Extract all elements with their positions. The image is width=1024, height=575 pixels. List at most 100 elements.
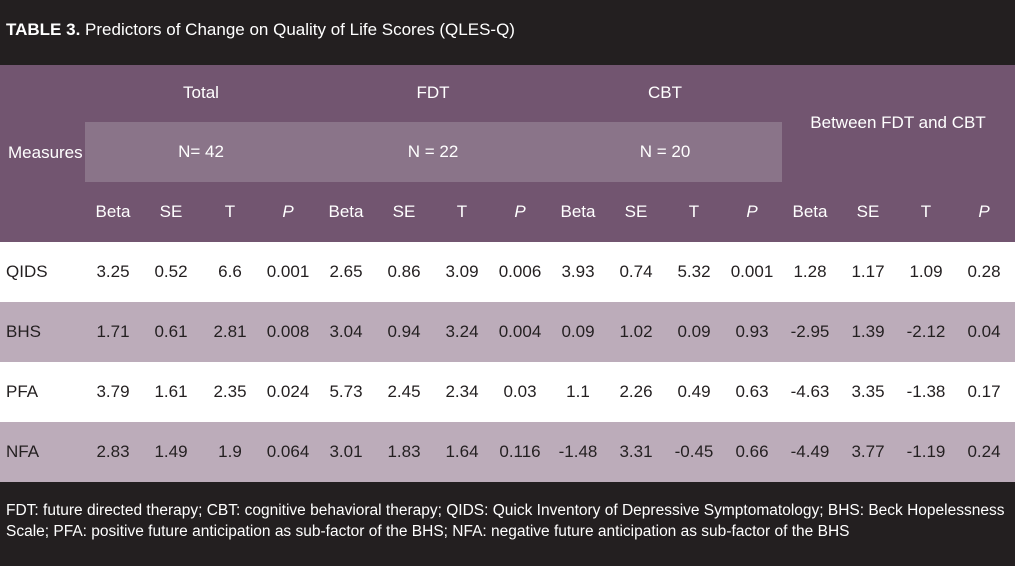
row-label: QIDS <box>6 262 48 281</box>
table-cell: 1.02 <box>619 322 653 341</box>
table-cell: 0.86 <box>387 262 421 281</box>
table-cell: 3.79 <box>96 382 130 401</box>
table-cell: 1.28 <box>793 262 827 281</box>
table-cell: -1.19 <box>906 442 946 461</box>
stat-header-beta: Beta <box>560 202 596 221</box>
table-caption: Predictors of Change on Quality of Life … <box>80 20 515 39</box>
table-cell: -4.63 <box>790 382 830 401</box>
n-cbt: N = 20 <box>639 142 691 161</box>
table-cell: -4.49 <box>790 442 830 461</box>
table-cell: -2.95 <box>790 322 830 341</box>
table-row-nfa: NFA 2.83 1.49 1.9 0.064 3.01 1.83 1.64 0.116 -1.4… <box>0 422 1015 483</box>
table-cell: 0.09 <box>677 322 711 341</box>
stat-header-se: SE <box>392 202 416 221</box>
table-cell: 3.09 <box>445 262 479 281</box>
table-title: TABLE 3. Predictors of Change on Quality… <box>6 20 515 40</box>
table-cell: 1.71 <box>96 322 130 341</box>
stat-header-p: P <box>746 202 758 221</box>
table-cell: 5.32 <box>677 262 711 281</box>
table-cell: 3.01 <box>329 442 363 461</box>
stat-header-p: P <box>282 202 294 221</box>
table-cell: 1.1 <box>566 382 590 401</box>
table-cell: 0.001 <box>266 262 310 281</box>
table-cell: 3.35 <box>851 382 885 401</box>
stat-header-t: T <box>224 202 236 221</box>
table-title-bar: TABLE 3. Predictors of Change on Quality… <box>0 0 1015 65</box>
table-cell: 2.34 <box>445 382 479 401</box>
group-header-fdt: FDT <box>416 83 450 102</box>
sample-size-band <box>85 122 782 182</box>
table-cell: 3.77 <box>851 442 885 461</box>
table-row-bhs: BHS 1.71 0.61 2.81 0.008 3.04 0.94 3.24 0.004 0.0… <box>0 302 1015 363</box>
table-cell: 0.24 <box>967 442 1001 461</box>
table-cell: 1.39 <box>851 322 885 341</box>
table-cell: -1.38 <box>906 382 946 401</box>
table-cell: 0.006 <box>498 262 542 281</box>
table-cell: 0.61 <box>154 322 188 341</box>
table-cell: 0.001 <box>730 262 774 281</box>
table-cell: 1.61 <box>154 382 188 401</box>
n-fdt: N = 22 <box>407 142 459 161</box>
table-footnote: FDT: future directed therapy; CBT: cogni… <box>6 502 1005 540</box>
table-cell: 2.45 <box>387 382 421 401</box>
table-cell: 0.66 <box>735 442 769 461</box>
table-cell: 2.35 <box>213 382 247 401</box>
table-cell: 2.83 <box>96 442 130 461</box>
table-cell: 3.25 <box>96 262 130 281</box>
measures-header: Measures <box>8 143 83 162</box>
stat-header-t: T <box>688 202 700 221</box>
table-cell: 0.17 <box>967 382 1001 401</box>
table-cell: 0.94 <box>387 322 421 341</box>
row-label: NFA <box>6 442 40 461</box>
table-cell: -0.45 <box>674 442 714 461</box>
table-cell: 2.65 <box>329 262 363 281</box>
table-cell: 0.93 <box>735 322 769 341</box>
table-cell: 0.03 <box>503 382 537 401</box>
table-cell: 0.63 <box>735 382 769 401</box>
table-cell: 0.74 <box>619 262 653 281</box>
table-cell: 0.09 <box>561 322 595 341</box>
stat-header-se: SE <box>856 202 880 221</box>
stat-header-se: SE <box>159 202 183 221</box>
stat-header-se: SE <box>624 202 648 221</box>
table-cell: 0.52 <box>154 262 188 281</box>
table-cell: 3.93 <box>561 262 595 281</box>
stat-header-p: P <box>514 202 526 221</box>
table-cell: 3.04 <box>329 322 363 341</box>
table-cell: 3.31 <box>619 442 653 461</box>
table-cell: 0.024 <box>266 382 310 401</box>
group-header-cbt: CBT <box>648 83 682 102</box>
table-cell: -2.12 <box>906 322 946 341</box>
table-cell: 1.09 <box>909 262 943 281</box>
stat-header-beta: Beta <box>95 202 131 221</box>
table-cell: 0.04 <box>967 322 1001 341</box>
stat-header-t: T <box>920 202 932 221</box>
table-cell: -1.48 <box>558 442 598 461</box>
table-figure: TABLE 3. Predictors of Change on Quality… <box>0 0 1015 566</box>
table-cell: 2.26 <box>619 382 653 401</box>
row-label: BHS <box>6 322 41 341</box>
stat-header-beta: Beta <box>792 202 828 221</box>
table-header: Measures Total FDT CBT Between FDT and C… <box>0 65 1015 242</box>
table-cell: 0.064 <box>266 442 310 461</box>
n-total: N= 42 <box>178 142 224 161</box>
group-header-total: Total <box>183 83 219 102</box>
group-header-between: Between FDT and CBT <box>810 113 986 132</box>
table-cell: 0.004 <box>498 322 542 341</box>
table-row-pfa: PFA 3.79 1.61 2.35 0.024 5.73 2.45 2.34 0.03 1.1 2… <box>0 362 1015 423</box>
table-cell: 1.9 <box>218 442 242 461</box>
table-cell: 0.008 <box>266 322 310 341</box>
table-cell: 1.49 <box>154 442 188 461</box>
table-cell: 1.64 <box>445 442 479 461</box>
table-footnote-bar: FDT: future directed therapy; CBT: cogni… <box>0 482 1015 566</box>
table-cell: 0.28 <box>967 262 1001 281</box>
row-label: PFA <box>6 382 39 401</box>
table-cell: 5.73 <box>329 382 363 401</box>
stat-header-t: T <box>456 202 468 221</box>
table-row-qids: QIDS 3.25 0.52 6.6 0.001 2.65 0.86 3.09 0.006 3.9… <box>0 242 1015 303</box>
table-cell: 2.81 <box>213 322 247 341</box>
stat-header-beta: Beta <box>328 202 364 221</box>
table-cell: 1.83 <box>387 442 421 461</box>
table-cell: 0.116 <box>499 442 541 461</box>
table-cell: 1.17 <box>851 262 885 281</box>
